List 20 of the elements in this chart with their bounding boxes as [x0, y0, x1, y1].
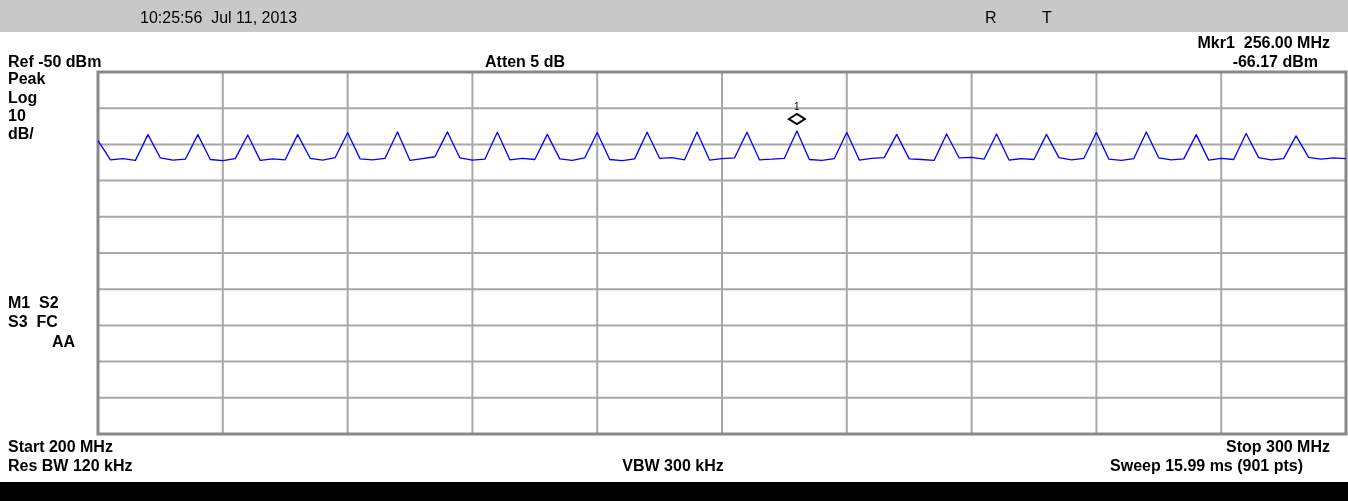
text: 10:25:56 Jul 11, 2013: [140, 9, 298, 26]
text: -66.17 dBm: [1232, 53, 1318, 70]
text: R: [985, 9, 997, 26]
text: Peak: [8, 70, 46, 87]
text: Start 200 MHz: [8, 438, 113, 455]
text: Stop 300 MHz: [1225, 438, 1330, 455]
text: S3 FC: [8, 313, 59, 330]
text: Atten 5 dB: [485, 53, 565, 70]
text: AA: [52, 333, 76, 350]
text: dB/: [8, 125, 35, 142]
text: Res BW 120 kHz: [8, 457, 133, 474]
text: M1 S2: [8, 294, 59, 311]
text: 1: [794, 101, 801, 113]
text: Sweep 15.99 ms (901 pts): [1110, 457, 1303, 474]
text: Log: [8, 89, 38, 106]
text: Mkr1 256.00 MHz: [1197, 34, 1330, 51]
text: VBW 300 kHz: [622, 457, 724, 474]
text: 10: [8, 107, 26, 124]
text: T: [1042, 9, 1052, 26]
text: Ref -50 dBm: [8, 53, 102, 70]
